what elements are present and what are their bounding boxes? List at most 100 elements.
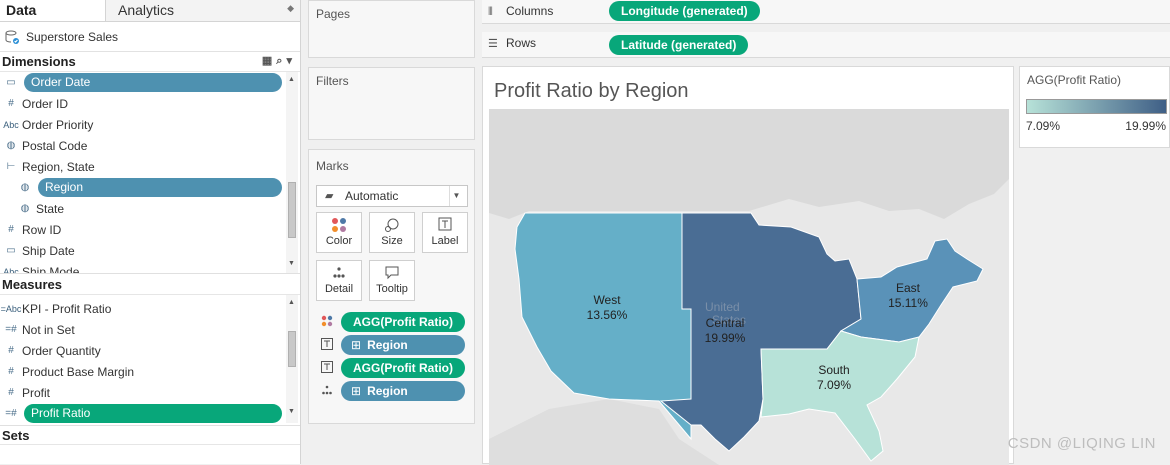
- data-pane: Data Analytics ◆ Superstore Sales Dimens…: [0, 0, 301, 464]
- menu-caret-icon[interactable]: ▾: [286, 55, 296, 67]
- field-row-id[interactable]: #Row ID: [0, 219, 300, 240]
- field-label: Ship Mode: [22, 265, 79, 274]
- field-label: Postal Code: [22, 139, 87, 153]
- field-postal-code[interactable]: ◍Postal Code: [0, 135, 300, 156]
- scroll-down-icon[interactable]: ▼: [288, 260, 295, 267]
- marks-field-label-region[interactable]: ⊞Region: [309, 335, 476, 355]
- dimension-tools: ▦⌕▾: [262, 54, 296, 68]
- abc-calc-icon: =Abc: [0, 304, 22, 314]
- legend-min: 7.09%: [1026, 119, 1060, 133]
- pane-tabs: Data Analytics ◆: [0, 0, 300, 22]
- field-label: Row ID: [22, 223, 61, 237]
- marks-field-label-ratio[interactable]: AGG(Profit Ratio): [309, 358, 476, 378]
- dimensions-header: Dimensions ▦⌕▾: [0, 52, 300, 72]
- rows-label: Rows: [506, 36, 536, 50]
- mark-type-dropdown[interactable]: ▰ Automatic ▼: [316, 185, 468, 207]
- tab-analytics[interactable]: Analytics ◆: [106, 0, 300, 21]
- color-button[interactable]: Color: [316, 212, 362, 253]
- tooltip-button[interactable]: Tooltip: [369, 260, 415, 301]
- chevron-down-icon[interactable]: ▼: [449, 186, 463, 206]
- field-order-id[interactable]: #Order ID: [0, 93, 300, 114]
- calendar-icon: ▭: [0, 245, 22, 256]
- color-legend[interactable]: AGG(Profit Ratio) 7.09% 19.99%: [1019, 66, 1170, 148]
- pages-title: Pages: [316, 7, 350, 21]
- detail-dots-icon: [320, 384, 334, 398]
- field-state[interactable]: ◍State: [0, 198, 300, 219]
- field-order-date[interactable]: ▭Order Date: [0, 72, 300, 93]
- pill-agg-profit-ratio[interactable]: AGG(Profit Ratio): [341, 312, 465, 332]
- pill-longitude[interactable]: Longitude (generated): [609, 1, 760, 21]
- pill-region[interactable]: ⊞Region: [341, 381, 465, 401]
- scroll-thumb[interactable]: [288, 182, 296, 238]
- plus-icon: ⊞: [351, 338, 361, 352]
- globe-icon: ◍: [0, 140, 22, 151]
- tab-data[interactable]: Data: [0, 0, 106, 21]
- pages-shelf[interactable]: Pages: [308, 0, 475, 58]
- datasource-row[interactable]: Superstore Sales: [0, 22, 300, 52]
- mark-type-value: Automatic: [345, 189, 398, 203]
- color-label: Color: [317, 235, 361, 247]
- detail-dots-icon: [317, 261, 361, 283]
- rows-shelf[interactable]: ☰Rows Latitude (generated): [482, 32, 1170, 58]
- label-button[interactable]: Label: [422, 212, 468, 253]
- filters-shelf[interactable]: Filters: [308, 67, 475, 140]
- hash-icon: #: [0, 387, 22, 398]
- field-label: Region, State: [22, 160, 95, 174]
- sets-title: Sets: [2, 428, 29, 443]
- scroll-down-icon[interactable]: ▼: [288, 408, 295, 415]
- field-not-in-set[interactable]: =#Not in Set: [0, 319, 300, 340]
- size-label: Size: [370, 235, 414, 247]
- field-label: State: [36, 202, 64, 216]
- field-region-state[interactable]: ⊢Region, State: [0, 156, 300, 177]
- field-profit-ratio[interactable]: =#Profit Ratio: [0, 403, 300, 424]
- hierarchy-icon: ⊢: [0, 161, 22, 172]
- marks-field-color[interactable]: AGG(Profit Ratio): [309, 312, 476, 332]
- detail-button[interactable]: Detail: [316, 260, 362, 301]
- tooltip-label: Tooltip: [370, 283, 414, 295]
- field-order-quantity[interactable]: #Order Quantity: [0, 340, 300, 361]
- label-label: Label: [423, 235, 467, 247]
- field-label: Product Base Margin: [22, 365, 134, 379]
- columns-shelf[interactable]: ⦀Columns Longitude (generated): [482, 0, 1170, 24]
- measures-scrollbar[interactable]: ▲ ▼: [286, 295, 298, 423]
- hash-icon: #: [0, 224, 22, 235]
- updown-arrows-icon[interactable]: ◆: [287, 3, 294, 14]
- field-label: Not in Set: [22, 323, 75, 337]
- pill-latitude[interactable]: Latitude (generated): [609, 35, 748, 55]
- dimensions-scrollbar[interactable]: ▲ ▼: [286, 72, 298, 273]
- label-T-icon: [320, 361, 334, 375]
- hash-icon: #: [0, 345, 22, 356]
- marks-field-detail-region[interactable]: ⊞Region: [309, 381, 476, 401]
- hash-icon: #: [0, 98, 22, 109]
- field-label: Order Priority: [22, 118, 93, 132]
- size-button[interactable]: Size: [369, 212, 415, 253]
- columns-shelf-label: ⦀Columns: [488, 4, 553, 19]
- size-icon: [370, 213, 414, 235]
- field-ship-date[interactable]: ▭Ship Date: [0, 240, 300, 261]
- field-profit[interactable]: #Profit: [0, 382, 300, 403]
- scroll-up-icon[interactable]: ▲: [288, 76, 295, 83]
- scroll-up-icon[interactable]: ▲: [288, 299, 295, 306]
- field-region[interactable]: ◍Region: [0, 177, 300, 198]
- field-product-base-margin[interactable]: #Product Base Margin: [0, 361, 300, 382]
- scroll-thumb[interactable]: [288, 331, 296, 367]
- datasource-name: Superstore Sales: [26, 30, 118, 44]
- rows-shelf-label: ☰Rows: [488, 36, 536, 50]
- pill-region[interactable]: ⊞Region: [341, 335, 465, 355]
- legend-max: 19.99%: [1125, 119, 1166, 133]
- map-icon: ▰: [325, 186, 333, 206]
- pill-agg-profit-ratio[interactable]: AGG(Profit Ratio): [341, 358, 465, 378]
- field-label: Order Quantity: [22, 344, 101, 358]
- view-list-icon[interactable]: ▦: [262, 55, 276, 67]
- datasource-icon: [4, 29, 20, 45]
- color-dots-icon: [320, 315, 334, 329]
- search-icon[interactable]: ⌕: [276, 55, 286, 67]
- legend-ramp: [1026, 99, 1167, 114]
- marks-card: Marks ▰ Automatic ▼ Color Size Label Det…: [308, 149, 475, 424]
